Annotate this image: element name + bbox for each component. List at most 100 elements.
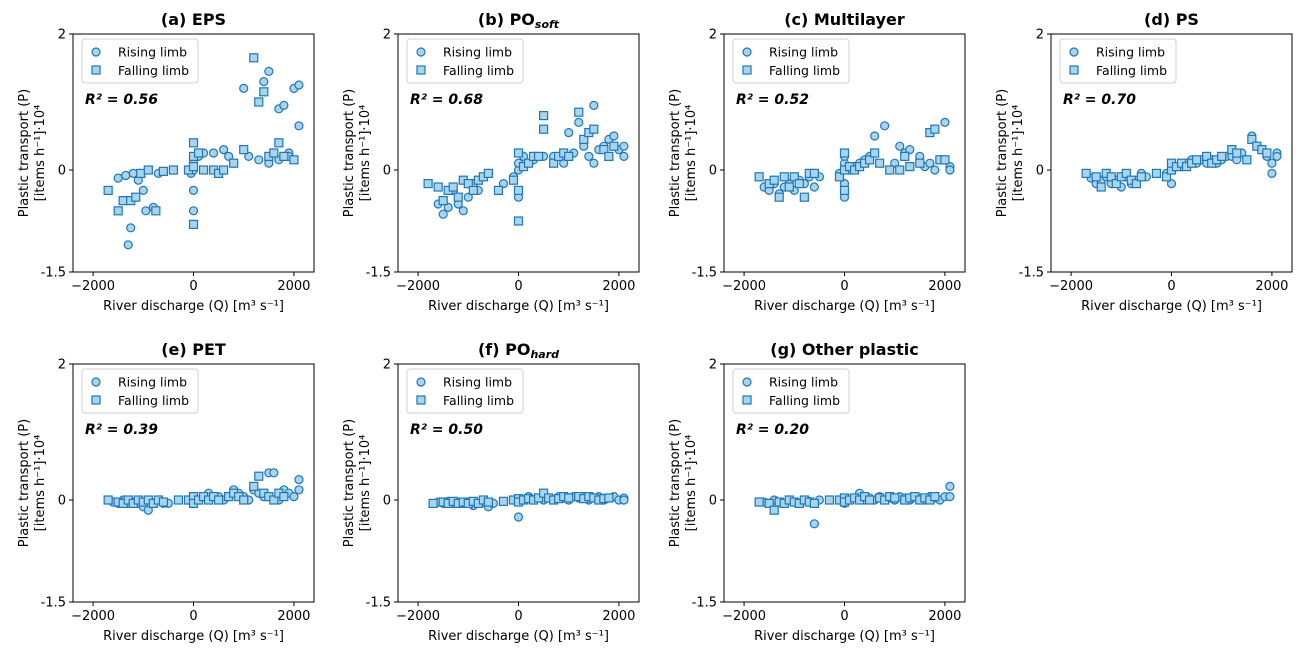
falling-limb-point bbox=[173, 495, 184, 505]
x-tick-label: −2000 bbox=[396, 609, 440, 624]
falling-limb-point bbox=[103, 495, 113, 505]
legend-box bbox=[406, 38, 524, 84]
rising-limb-point bbox=[945, 481, 955, 491]
falling-limb-point bbox=[809, 498, 819, 508]
falling-limb-point bbox=[533, 151, 544, 161]
legend-square-marker bbox=[1069, 65, 1079, 75]
falling-limb-point bbox=[900, 151, 910, 161]
rising-limb-point bbox=[259, 76, 269, 87]
falling-limb-point bbox=[239, 145, 249, 155]
legend-box bbox=[406, 368, 524, 414]
falling-limb-point bbox=[1232, 148, 1242, 158]
y-tick-label: 2 bbox=[709, 28, 717, 43]
rising-limb-point bbox=[589, 100, 599, 111]
rising-limb-point bbox=[589, 158, 599, 168]
y-tick-label: 0 bbox=[1036, 164, 1044, 179]
falling-limb-point bbox=[1096, 182, 1106, 192]
falling-limb-point bbox=[428, 498, 438, 508]
x-axis-label: River discharge (Q) [m³ s⁻¹] bbox=[103, 629, 284, 644]
falling-limb-point bbox=[915, 158, 925, 168]
r-squared-label: R² = 0.20 bbox=[736, 422, 809, 438]
x-tick-label: −2000 bbox=[396, 279, 440, 294]
falling-limb-point bbox=[799, 192, 809, 202]
falling-limb-point bbox=[1217, 151, 1227, 161]
panel-title: (b) POsoft bbox=[478, 10, 560, 31]
rising-limb-point bbox=[458, 206, 468, 216]
falling-limb-point bbox=[249, 53, 259, 63]
falling-limb-point bbox=[269, 148, 279, 158]
falling-limb-point bbox=[839, 148, 850, 158]
rising-limb-point bbox=[609, 131, 619, 141]
rising-limb-point bbox=[619, 495, 629, 505]
rising-limb-point bbox=[513, 512, 524, 522]
legend-box bbox=[1059, 38, 1177, 84]
falling-limb-point bbox=[1151, 168, 1162, 178]
r-squared-label: R² = 0.39 bbox=[85, 422, 158, 438]
rising-limb-point bbox=[574, 117, 584, 128]
falling-limb-point bbox=[254, 97, 264, 107]
falling-limb-point bbox=[118, 196, 128, 206]
falling-limb-point bbox=[269, 495, 279, 505]
falling-limb-point bbox=[890, 493, 900, 503]
legend-circle-marker bbox=[742, 47, 752, 57]
rising-limb-point bbox=[294, 485, 304, 495]
x-axis-label: River discharge (Q) [m³ s⁻¹] bbox=[754, 629, 935, 644]
falling-limb-point bbox=[279, 492, 289, 502]
falling-limb-point bbox=[279, 151, 289, 161]
legend-square-marker bbox=[91, 65, 101, 75]
falling-limb-point bbox=[483, 168, 493, 178]
x-tick-label: 2000 bbox=[277, 609, 310, 624]
falling-limb-point bbox=[438, 196, 448, 206]
falling-limb-point bbox=[249, 481, 259, 491]
r-squared-label: R² = 0.56 bbox=[85, 92, 158, 108]
falling-limb-point bbox=[789, 172, 799, 182]
falling-limb-point bbox=[834, 172, 845, 182]
legend-square-marker bbox=[91, 395, 101, 405]
falling-limb-point bbox=[784, 182, 794, 192]
legend-rising-label: Rising limb bbox=[1096, 45, 1165, 60]
rising-limb-point bbox=[940, 117, 950, 128]
falling-limb-point bbox=[1202, 151, 1212, 161]
rising-limb-point bbox=[294, 121, 304, 131]
falling-limb-point bbox=[259, 87, 269, 97]
falling-limb-point bbox=[254, 471, 264, 481]
falling-limb-point bbox=[151, 206, 161, 216]
legend-box bbox=[732, 38, 850, 84]
falling-limb-point bbox=[905, 162, 915, 172]
falling-limb-point bbox=[453, 192, 463, 202]
legend-rising-label: Rising limb bbox=[443, 45, 512, 60]
x-tick-label: 0 bbox=[514, 609, 522, 624]
legend-falling-label: Falling limb bbox=[443, 63, 514, 78]
falling-limb-point bbox=[839, 185, 850, 195]
panel: (d) PS −2000 0 2000 -1.5 0 2 River discharge (Q… bbox=[995, 10, 1293, 314]
rising-limb-point bbox=[113, 173, 123, 183]
rising-limb-point bbox=[289, 492, 299, 502]
rising-limb-point bbox=[188, 185, 199, 195]
legend-box bbox=[81, 368, 199, 414]
panel-title: (c) Multilayer bbox=[784, 10, 905, 29]
x-axis-label: River discharge (Q) [m³ s⁻¹] bbox=[754, 299, 935, 314]
rising-limb-point bbox=[880, 121, 890, 131]
y-tick-label: -1.5 bbox=[692, 266, 717, 281]
falling-limb-point bbox=[143, 165, 153, 175]
rising-limb-point bbox=[1272, 151, 1282, 161]
falling-limb-point bbox=[1106, 172, 1116, 182]
falling-limb-point bbox=[274, 138, 284, 148]
rising-limb-point bbox=[1267, 158, 1277, 168]
rising-limb-point bbox=[809, 182, 819, 192]
y-tick-label: 2 bbox=[58, 28, 66, 43]
rising-limb-point bbox=[294, 475, 304, 485]
falling-limb-point bbox=[136, 168, 146, 178]
falling-limb-point bbox=[1192, 155, 1202, 165]
rising-limb-point bbox=[945, 165, 955, 175]
rising-limb-point bbox=[870, 131, 880, 141]
rising-limb-point bbox=[895, 141, 905, 151]
rising-limb-point bbox=[208, 148, 219, 158]
legend-falling-label: Falling limb bbox=[769, 63, 840, 78]
r-squared-label: R² = 0.52 bbox=[736, 92, 809, 108]
falling-limb-point bbox=[513, 216, 524, 226]
x-tick-label: 2000 bbox=[928, 279, 961, 294]
rising-limb-point bbox=[188, 206, 199, 216]
rising-limb-point bbox=[438, 209, 448, 219]
falling-limb-point bbox=[193, 148, 204, 158]
